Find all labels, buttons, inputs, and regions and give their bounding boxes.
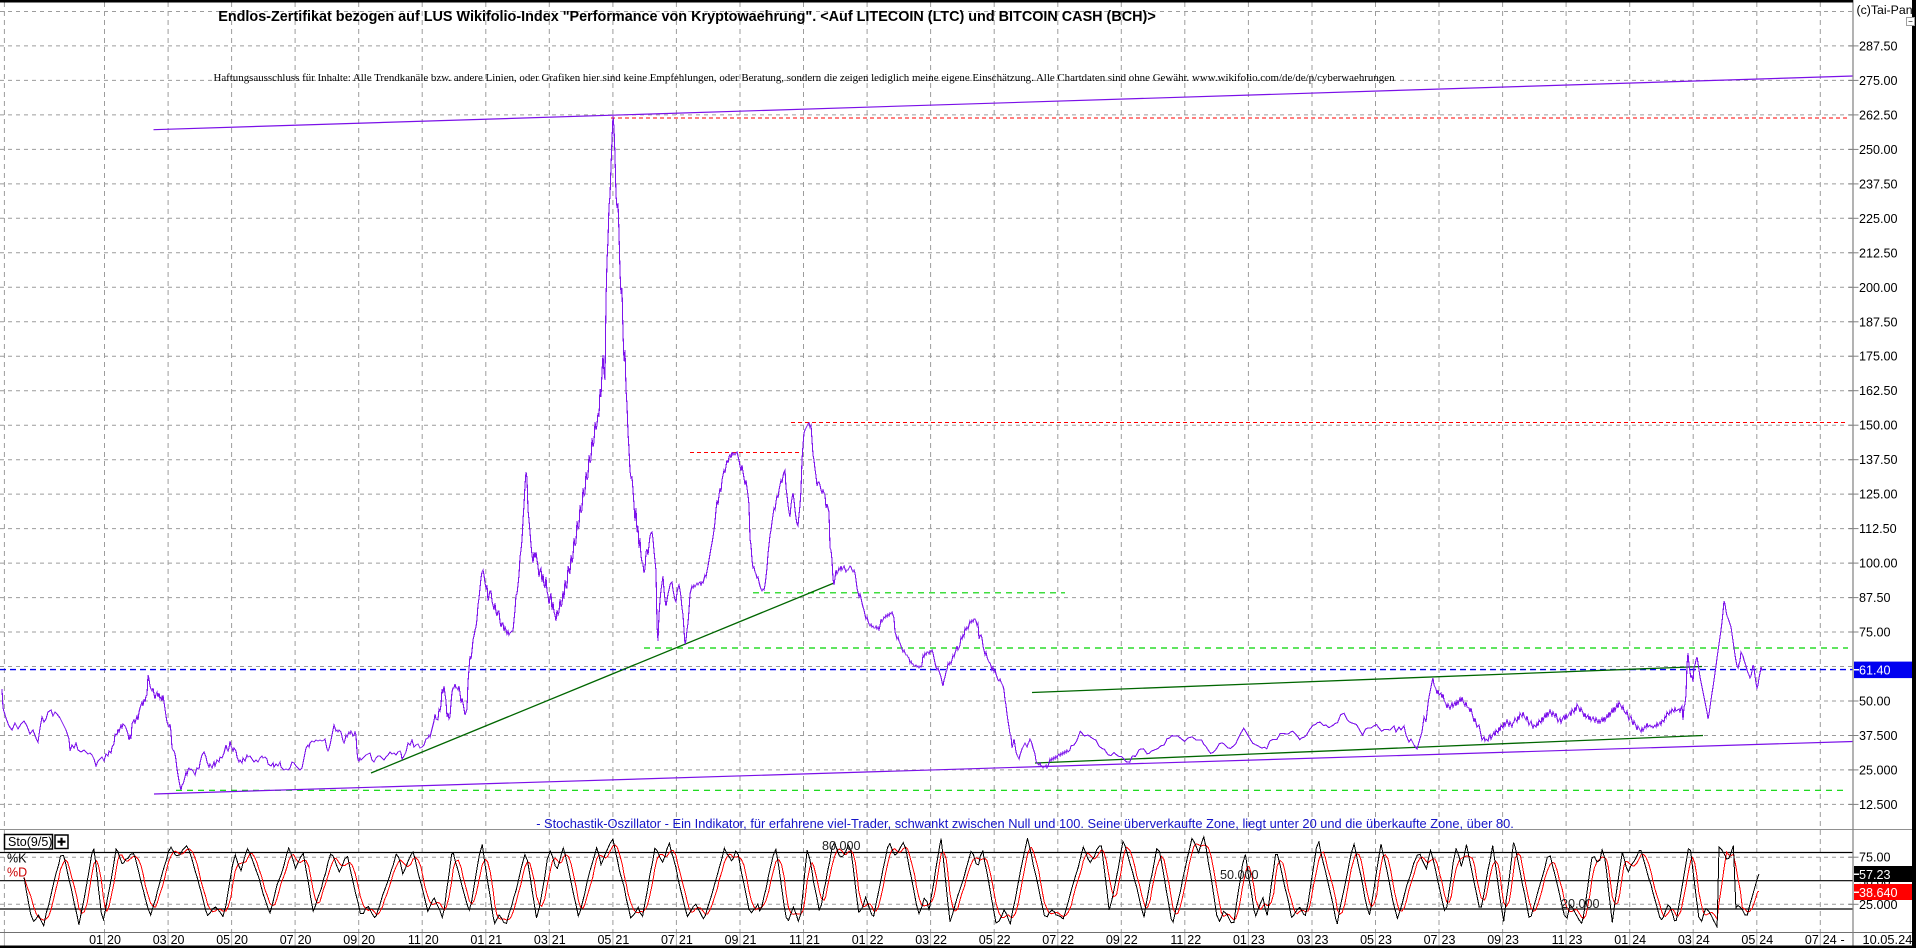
- svg-text:21: 21: [488, 933, 502, 947]
- svg-text:09: 09: [1487, 933, 1501, 947]
- svg-text:162.50: 162.50: [1859, 384, 1898, 398]
- svg-text:05: 05: [979, 933, 993, 947]
- svg-text:07: 07: [1805, 933, 1819, 947]
- svg-text:20: 20: [298, 933, 312, 947]
- svg-text:137.50: 137.50: [1859, 453, 1898, 467]
- svg-text:287.50: 287.50: [1859, 39, 1898, 53]
- svg-text:03: 03: [1297, 933, 1311, 947]
- svg-text:09: 09: [725, 933, 739, 947]
- svg-text:05: 05: [597, 933, 611, 947]
- svg-text:10.05.24: 10.05.24: [1863, 932, 1913, 947]
- svg-text:03: 03: [1678, 933, 1692, 947]
- svg-text:25.000: 25.000: [1859, 763, 1898, 777]
- svg-text:225.00: 225.00: [1859, 212, 1898, 226]
- svg-text:03: 03: [534, 933, 548, 947]
- svg-text:07: 07: [280, 933, 294, 947]
- svg-text:87.50: 87.50: [1859, 591, 1891, 605]
- svg-text:112.50: 112.50: [1859, 522, 1897, 536]
- svg-text:23: 23: [1569, 933, 1583, 947]
- svg-text:09: 09: [343, 933, 357, 947]
- svg-text:01: 01: [89, 933, 103, 947]
- svg-text:61.40: 61.40: [1859, 664, 1891, 678]
- svg-text:Sto(9/5): Sto(9/5): [8, 835, 52, 849]
- svg-text:20.000: 20.000: [1561, 897, 1600, 911]
- svg-text:11: 11: [1552, 933, 1565, 947]
- svg-text:23: 23: [1442, 933, 1456, 947]
- svg-text:%K: %K: [7, 852, 27, 866]
- svg-text:05: 05: [1360, 933, 1374, 947]
- svg-text:12.500: 12.500: [1859, 798, 1898, 812]
- svg-text:22: 22: [870, 933, 884, 947]
- svg-text:250.00: 250.00: [1859, 143, 1898, 157]
- svg-text:21: 21: [615, 933, 629, 947]
- svg-text:11: 11: [789, 933, 802, 947]
- svg-text:20: 20: [234, 933, 248, 947]
- svg-text:01: 01: [1614, 933, 1628, 947]
- svg-text:75.00: 75.00: [1859, 851, 1891, 865]
- svg-text:50.00: 50.00: [1859, 695, 1891, 709]
- svg-text:25.000: 25.000: [1859, 898, 1898, 912]
- svg-text:09: 09: [1106, 933, 1120, 947]
- svg-text:01: 01: [852, 933, 866, 947]
- svg-text:37.500: 37.500: [1859, 729, 1898, 743]
- svg-text:20: 20: [171, 933, 185, 947]
- svg-text:187.50: 187.50: [1859, 315, 1898, 329]
- svg-text:(c)Tai-Pan: (c)Tai-Pan: [1857, 3, 1913, 17]
- svg-text:75.00: 75.00: [1859, 626, 1891, 640]
- svg-text:05: 05: [1741, 933, 1755, 947]
- svg-text:275.00: 275.00: [1859, 74, 1898, 88]
- svg-text:- Stochastik-Oszillator - Ein: - Stochastik-Oszillator - Ein Indikator,…: [536, 816, 1514, 831]
- svg-text:23: 23: [1378, 933, 1392, 947]
- svg-text:23: 23: [1251, 933, 1265, 947]
- svg-text:57.23: 57.23: [1859, 868, 1891, 882]
- svg-text:21: 21: [806, 933, 820, 947]
- svg-text:03: 03: [153, 933, 167, 947]
- svg-text:80.000: 80.000: [822, 839, 861, 853]
- svg-text:237.50: 237.50: [1859, 177, 1898, 191]
- svg-text:24: 24: [1759, 933, 1773, 947]
- svg-text:22: 22: [933, 933, 947, 947]
- svg-text:22: 22: [1060, 933, 1074, 947]
- svg-text:01: 01: [470, 933, 484, 947]
- svg-text:22: 22: [1124, 933, 1138, 947]
- svg-text:07: 07: [1424, 933, 1438, 947]
- svg-text:20: 20: [361, 933, 375, 947]
- svg-text:100.00: 100.00: [1859, 557, 1898, 571]
- svg-text:24: 24: [1823, 933, 1837, 947]
- svg-text:21: 21: [679, 933, 693, 947]
- svg-text:20: 20: [425, 933, 439, 947]
- svg-text:175.00: 175.00: [1859, 350, 1898, 364]
- svg-text:Haftungsausschluss für Inhalte: Haftungsausschluss für Inhalte: Alle Tre…: [213, 72, 1395, 84]
- svg-text:-: -: [1841, 933, 1845, 947]
- svg-text:07: 07: [1042, 933, 1056, 947]
- svg-text:150.00: 150.00: [1859, 419, 1898, 433]
- svg-text:22: 22: [997, 933, 1011, 947]
- svg-text:23: 23: [1315, 933, 1329, 947]
- svg-text:125.00: 125.00: [1859, 488, 1898, 502]
- svg-text:07: 07: [661, 933, 675, 947]
- svg-text:200.00: 200.00: [1859, 281, 1898, 295]
- svg-text:03: 03: [915, 933, 929, 947]
- svg-text:20: 20: [107, 933, 121, 947]
- svg-text:21: 21: [743, 933, 757, 947]
- svg-text:05: 05: [216, 933, 230, 947]
- svg-text:01: 01: [1233, 933, 1247, 947]
- svg-text:262.50: 262.50: [1859, 108, 1898, 122]
- svg-text:23: 23: [1505, 933, 1519, 947]
- svg-text:22: 22: [1187, 933, 1201, 947]
- svg-text:21: 21: [552, 933, 566, 947]
- svg-text:%D: %D: [7, 866, 27, 880]
- svg-text:24: 24: [1696, 933, 1710, 947]
- svg-text:38.640: 38.640: [1859, 886, 1898, 900]
- svg-text:Endlos-Zertifikat bezogen auf: Endlos-Zertifikat bezogen auf LUS Wikifo…: [218, 9, 1155, 25]
- svg-text:212.50: 212.50: [1859, 246, 1898, 260]
- svg-text:11: 11: [1170, 933, 1183, 947]
- svg-text:50.000: 50.000: [1220, 868, 1259, 882]
- svg-text:24: 24: [1632, 933, 1646, 947]
- svg-text:11: 11: [408, 933, 421, 947]
